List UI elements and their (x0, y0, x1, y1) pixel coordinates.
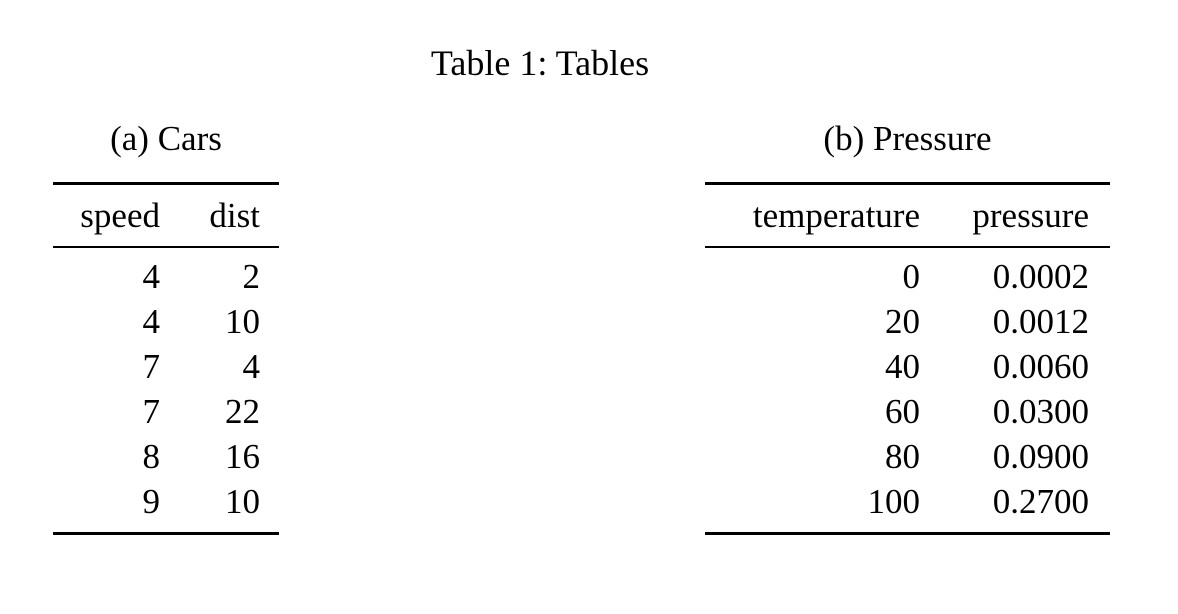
subtable-cars: (a) Cars speed dist 4 2 4 10 7 4 7 22 (53, 118, 279, 535)
table-row: 4 2 (53, 254, 279, 299)
table-row: 9 10 (53, 479, 279, 524)
pressure-table-body: 0 0.0002 20 0.0012 40 0.0060 60 0.0300 8… (705, 248, 1110, 532)
table-cell: 7 (142, 392, 161, 431)
column-header-temperature: temperature (752, 195, 920, 235)
cars-table-body: 4 2 4 10 7 4 7 22 8 16 9 10 (53, 248, 279, 532)
pressure-bottom-rule (705, 532, 1110, 535)
table-row: 0 0.0002 (705, 254, 1110, 299)
table-cell: 7 (142, 347, 161, 386)
table-row: 20 0.0012 (705, 299, 1110, 344)
table-row: 7 22 (53, 389, 279, 434)
table-cell: 22 (225, 392, 260, 431)
table-row: 4 10 (53, 299, 279, 344)
cars-top-rule (53, 182, 279, 185)
table-cell: 0.0060 (992, 347, 1089, 386)
table-row: 80 0.0900 (705, 434, 1110, 479)
table-cell: 10 (225, 302, 260, 341)
table-cell: 0.0012 (992, 302, 1089, 341)
table-row: 8 16 (53, 434, 279, 479)
subtable-cars-caption: (a) Cars (110, 119, 222, 158)
table-cell: 0.0300 (992, 392, 1089, 431)
table-row: 7 4 (53, 344, 279, 389)
cars-mid-rule (53, 246, 279, 248)
table-cell: 8 (142, 437, 161, 476)
table-cell: 4 (142, 257, 161, 296)
column-header-pressure: pressure (972, 195, 1089, 235)
subtable-pressure-caption: (b) Pressure (823, 119, 992, 158)
pressure-top-rule (705, 182, 1110, 185)
pressure-mid-rule (705, 246, 1110, 248)
table-cell: 0.2700 (992, 482, 1089, 521)
table-cell: 80 (885, 437, 920, 476)
table-row: 40 0.0060 (705, 344, 1110, 389)
table-cell: 10 (225, 482, 260, 521)
table-cell: 4 (142, 302, 161, 341)
cars-header-row: speed dist (53, 185, 279, 246)
table-cell: 100 (867, 482, 921, 521)
table-float-caption: Table 1: Tables (430, 43, 650, 83)
table-cell: 2 (242, 257, 261, 296)
table-row: 100 0.2700 (705, 479, 1110, 524)
table-cell: 0 (902, 257, 921, 296)
column-header-speed: speed (80, 195, 160, 235)
pressure-header-row: temperature pressure (705, 185, 1110, 246)
table-cell: 16 (225, 437, 260, 476)
subtable-pressure: (b) Pressure temperature pressure 0 0.00… (705, 118, 1110, 535)
table-cell: 40 (885, 347, 920, 386)
table-cell: 0.0900 (992, 437, 1089, 476)
table-cell: 4 (242, 347, 261, 386)
cars-bottom-rule (53, 532, 279, 535)
table-cell: 20 (885, 302, 920, 341)
column-header-dist: dist (209, 195, 260, 235)
table-cell: 0.0002 (992, 257, 1089, 296)
table-cell: 9 (142, 482, 161, 521)
table-cell: 60 (885, 392, 920, 431)
table-row: 60 0.0300 (705, 389, 1110, 434)
